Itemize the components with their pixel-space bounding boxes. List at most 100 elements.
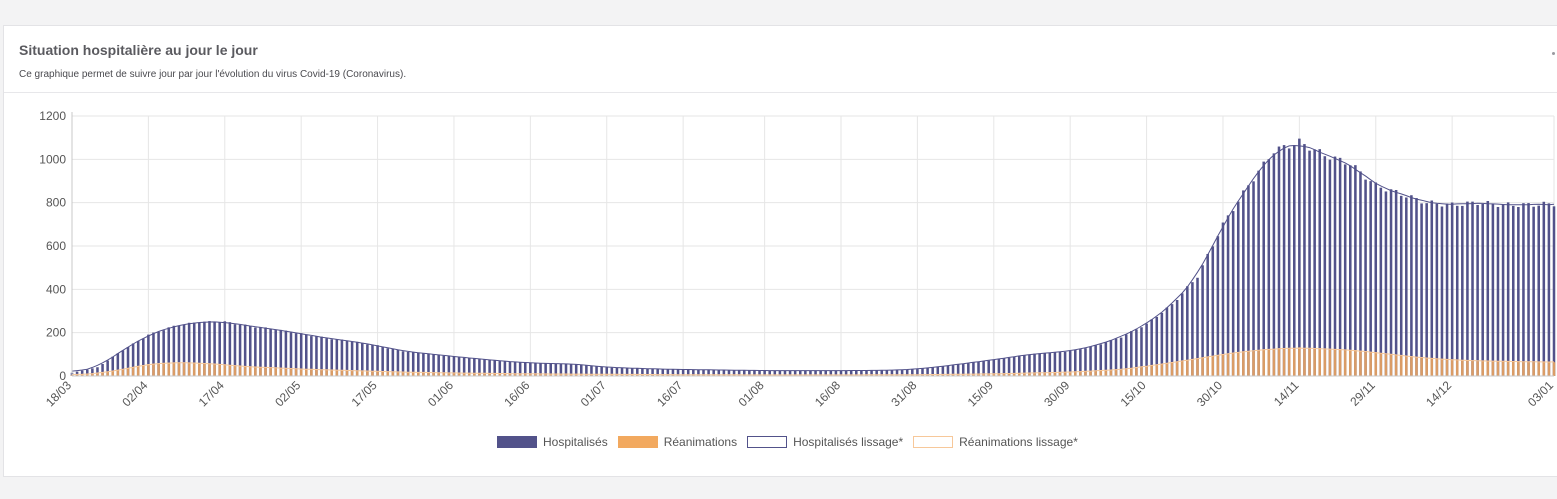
bar-hospitalises bbox=[1043, 353, 1046, 376]
bar-reanimations bbox=[911, 374, 914, 376]
line-hospitalises-lissage bbox=[71, 144, 1555, 372]
bar-reanimations bbox=[116, 370, 120, 376]
bar-reanimations bbox=[1017, 373, 1021, 376]
chart-lines bbox=[71, 144, 1555, 376]
bar-reanimations bbox=[1226, 353, 1230, 376]
bar-hospitalises bbox=[233, 324, 237, 376]
bar-hospitalises bbox=[1002, 358, 1006, 376]
bar-hospitalises bbox=[1552, 206, 1556, 376]
legend-item-hospitalises[interactable]: Hospitalisés bbox=[497, 435, 608, 449]
bar-hospitalises bbox=[1079, 349, 1082, 376]
bar-hospitalises bbox=[203, 321, 206, 376]
bar-hospitalises bbox=[529, 362, 532, 376]
bar-hospitalises bbox=[1338, 157, 1342, 376]
bar-reanimations bbox=[187, 362, 191, 376]
bar-hospitalises bbox=[753, 370, 756, 376]
bar-hospitalises bbox=[1369, 181, 1372, 376]
bar-reanimations bbox=[564, 373, 568, 376]
card-header: Situation hospitalière au jour le jour C… bbox=[4, 26, 1557, 93]
bar-hospitalises bbox=[1267, 159, 1271, 376]
bar-hospitalises bbox=[1048, 352, 1052, 376]
bar-reanimations bbox=[1486, 360, 1490, 376]
bar-reanimations bbox=[676, 374, 680, 376]
bar-reanimations bbox=[467, 373, 471, 376]
bar-reanimations bbox=[248, 366, 252, 376]
bar-reanimations bbox=[956, 374, 960, 376]
bar-reanimations bbox=[1201, 357, 1204, 376]
bar-reanimations bbox=[1145, 366, 1148, 376]
bar-hospitalises bbox=[1257, 170, 1260, 376]
bar-hospitalises bbox=[1496, 206, 1500, 376]
bar-hospitalises bbox=[681, 369, 685, 376]
bar-reanimations bbox=[1038, 372, 1041, 376]
bar-hospitalises bbox=[875, 370, 878, 376]
bar-reanimations bbox=[345, 370, 349, 376]
card-menu-icon[interactable] bbox=[1552, 52, 1555, 55]
bar-hospitalises bbox=[121, 350, 125, 376]
bar-hospitalises bbox=[1252, 181, 1255, 376]
bar-reanimations bbox=[1333, 349, 1337, 376]
bar-reanimations bbox=[834, 374, 838, 376]
bar-reanimations bbox=[737, 374, 741, 376]
bar-reanimations bbox=[1496, 361, 1500, 376]
bar-reanimations bbox=[1394, 354, 1398, 376]
bar-reanimations bbox=[1033, 372, 1036, 376]
bar-hospitalises bbox=[361, 342, 364, 376]
bar-reanimations bbox=[1491, 361, 1495, 376]
bar-reanimations bbox=[493, 373, 496, 376]
bar-hospitalises bbox=[911, 369, 914, 376]
bar-reanimations bbox=[1506, 361, 1510, 376]
bar-reanimations bbox=[1130, 368, 1133, 376]
bar-reanimations bbox=[437, 372, 440, 376]
bar-reanimations bbox=[539, 373, 542, 376]
bar-hospitalises bbox=[946, 365, 950, 376]
bar-reanimations bbox=[977, 373, 980, 376]
legend-item-hospitalises-lissage[interactable]: Hospitalisés lissage* bbox=[747, 435, 903, 449]
bar-reanimations bbox=[804, 374, 807, 376]
bar-hospitalises bbox=[350, 341, 354, 376]
bar-reanimations bbox=[152, 363, 155, 376]
bar-hospitalises bbox=[1074, 349, 1077, 376]
bar-hospitalises bbox=[1023, 355, 1026, 376]
bar-hospitalises bbox=[1435, 203, 1439, 376]
bar-reanimations bbox=[625, 374, 629, 376]
bar-reanimations bbox=[1074, 371, 1077, 376]
bar-hospitalises bbox=[1226, 215, 1230, 376]
bar-reanimations bbox=[289, 368, 293, 376]
bar-reanimations bbox=[147, 363, 150, 376]
bar-reanimations bbox=[554, 374, 558, 376]
bar-hospitalises bbox=[1445, 203, 1449, 376]
x-tick-label: 02/04 bbox=[119, 378, 150, 409]
bar-reanimations bbox=[580, 374, 583, 376]
bar-hospitalises bbox=[916, 369, 919, 376]
bar-reanimations bbox=[1262, 349, 1265, 376]
bar-reanimations bbox=[961, 374, 965, 376]
bar-reanimations bbox=[1206, 356, 1209, 376]
chart-subtitle: Ce graphique permet de suivre jour par j… bbox=[19, 69, 407, 80]
bar-reanimations bbox=[1247, 351, 1250, 376]
legend-swatch-reanimations bbox=[617, 436, 658, 448]
y-tick-label: 400 bbox=[46, 282, 66, 296]
bar-hospitalises bbox=[1328, 159, 1332, 376]
legend-item-reanimations[interactable]: Réanimations bbox=[617, 435, 737, 449]
bar-reanimations bbox=[1165, 362, 1169, 376]
bar-reanimations bbox=[951, 374, 955, 376]
bar-reanimations bbox=[809, 374, 812, 376]
legend-swatch-hospitalises bbox=[497, 436, 537, 448]
x-tick-label: 15/09 bbox=[965, 378, 996, 409]
bar-reanimations bbox=[529, 373, 532, 376]
bar-hospitalises bbox=[483, 359, 486, 376]
bar-reanimations bbox=[411, 372, 415, 376]
bar-reanimations bbox=[595, 374, 598, 376]
bar-reanimations bbox=[1023, 373, 1026, 376]
bar-hospitalises bbox=[742, 370, 746, 376]
bar-reanimations bbox=[1191, 359, 1194, 376]
legend-item-reanimations-lissage[interactable]: Réanimations lissage* bbox=[913, 435, 1078, 449]
bar-reanimations bbox=[1196, 358, 1199, 376]
bar-hospitalises bbox=[401, 351, 405, 376]
bar-hospitalises bbox=[427, 353, 430, 376]
x-tick-label: 30/09 bbox=[1041, 378, 1072, 409]
bar-hospitalises bbox=[1119, 337, 1123, 376]
bar-hospitalises bbox=[208, 321, 211, 376]
bar-hospitalises bbox=[1058, 351, 1062, 376]
